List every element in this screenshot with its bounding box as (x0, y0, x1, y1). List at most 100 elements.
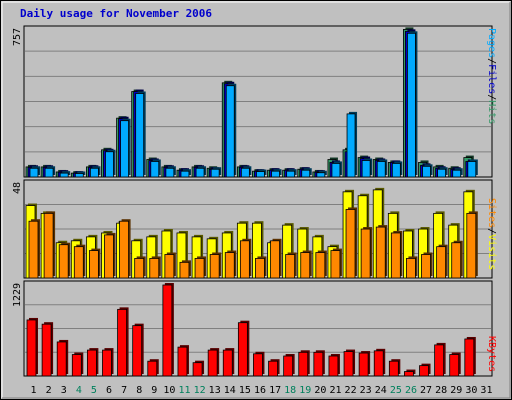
pages-bar (59, 172, 69, 178)
pages-bar (240, 167, 250, 178)
sites-bar (300, 252, 311, 279)
day-label: 20 (314, 385, 326, 396)
sites-bar (194, 258, 205, 279)
sites-bar (406, 258, 416, 279)
pages-bar (165, 167, 175, 178)
legend-sites-visits: Sites/Visits (486, 198, 497, 270)
day-label: 8 (136, 385, 142, 396)
kbytes-bar (268, 360, 278, 377)
pages-bar (271, 170, 280, 178)
sites-bar (58, 244, 69, 279)
kbytes-bar (449, 354, 460, 377)
pages-bar (407, 32, 416, 178)
kbytes-bar (162, 284, 173, 377)
sites-bar (224, 252, 235, 279)
legend-kbytes: KBytes (486, 336, 497, 372)
day-label: 18 (284, 385, 296, 396)
pages-bar (361, 160, 371, 178)
day-label: 22 (345, 385, 357, 396)
kbytes-bar (207, 349, 218, 377)
pages-bar (44, 167, 54, 178)
sites-bar (149, 258, 160, 279)
day-label: 3 (61, 385, 67, 396)
legend-hits: Hits (486, 100, 497, 125)
day-label: 24 (375, 385, 387, 396)
legend-files: Files (486, 64, 497, 95)
pages-bar (437, 168, 447, 178)
day-label: 16 (254, 385, 266, 396)
legend-sites: Sites (486, 198, 497, 229)
kbytes-bar (328, 355, 339, 377)
day-label: 29 (450, 385, 462, 396)
sites-bar (421, 254, 431, 279)
pages-bar (195, 167, 205, 178)
top-max-label: 757 (12, 27, 23, 46)
pages-bar (346, 113, 356, 178)
pages-bar (150, 161, 160, 178)
sites-bar (28, 220, 39, 279)
kbytes-bar (147, 360, 158, 377)
pages-bar (135, 93, 145, 178)
kbytes-bar (404, 371, 414, 377)
pages-bar (286, 170, 296, 178)
sites-bar (390, 232, 401, 279)
day-label: 27 (420, 385, 432, 396)
pages-bar (316, 172, 326, 178)
kbytes-bar (71, 354, 82, 377)
legend-pages-files-hits: Pages/Files/Hits (486, 28, 497, 124)
day-label: 7 (121, 385, 127, 396)
kbytes-bar (464, 338, 475, 377)
sites-bar (164, 254, 175, 279)
pages-bar (301, 169, 311, 178)
pages-bar (225, 85, 235, 178)
sites-bar (209, 254, 220, 279)
kbytes-bar (373, 350, 384, 377)
kbytes-bar (26, 319, 37, 377)
day-label: 10 (163, 385, 175, 396)
sites-bar (73, 246, 84, 279)
kbytes-bar (192, 362, 203, 377)
pages-bar (391, 163, 401, 178)
kbytes-bar (56, 341, 67, 377)
bottom-max-label: 1229 (12, 282, 23, 307)
kbytes-bar (419, 365, 429, 377)
day-label: 2 (46, 385, 52, 396)
kbytes-bar (253, 353, 263, 377)
sites-bar (285, 254, 296, 279)
day-label: 23 (360, 385, 372, 396)
day-label: 6 (106, 385, 112, 396)
kbytes-bar (358, 352, 369, 377)
kbytes-bar (388, 360, 399, 377)
legend-pages: Pages (486, 28, 497, 59)
pages-bar (467, 161, 477, 178)
pages-bar (422, 165, 431, 178)
day-label: 17 (269, 385, 281, 396)
pages-bar (105, 151, 114, 178)
kbytes-bar (102, 349, 112, 377)
sites-bar (179, 261, 190, 279)
kbytes-bar (177, 346, 188, 377)
pages-bar (256, 171, 265, 178)
sites-bar (255, 258, 265, 279)
kbytes-bar (283, 355, 294, 377)
kbytes-bar (41, 323, 52, 377)
kbytes-bar (237, 322, 248, 377)
sites-bar (104, 234, 114, 279)
sites-bar (88, 250, 99, 279)
day-label: 31 (480, 385, 492, 396)
kbytes-bar (343, 351, 354, 377)
sites-bar (43, 212, 54, 279)
sites-bar (360, 228, 371, 279)
day-label: 1 (31, 385, 37, 396)
kbytes-bar (298, 351, 309, 377)
day-label: 26 (405, 385, 417, 396)
sites-bar (270, 240, 280, 279)
day-label: 25 (390, 385, 402, 396)
chart-title: Daily usage for November 2006 (20, 7, 213, 20)
day-label: 5 (91, 385, 97, 396)
legend-visits: Visits (486, 234, 497, 271)
day-label: 14 (224, 385, 236, 396)
day-label: 4 (76, 385, 82, 396)
